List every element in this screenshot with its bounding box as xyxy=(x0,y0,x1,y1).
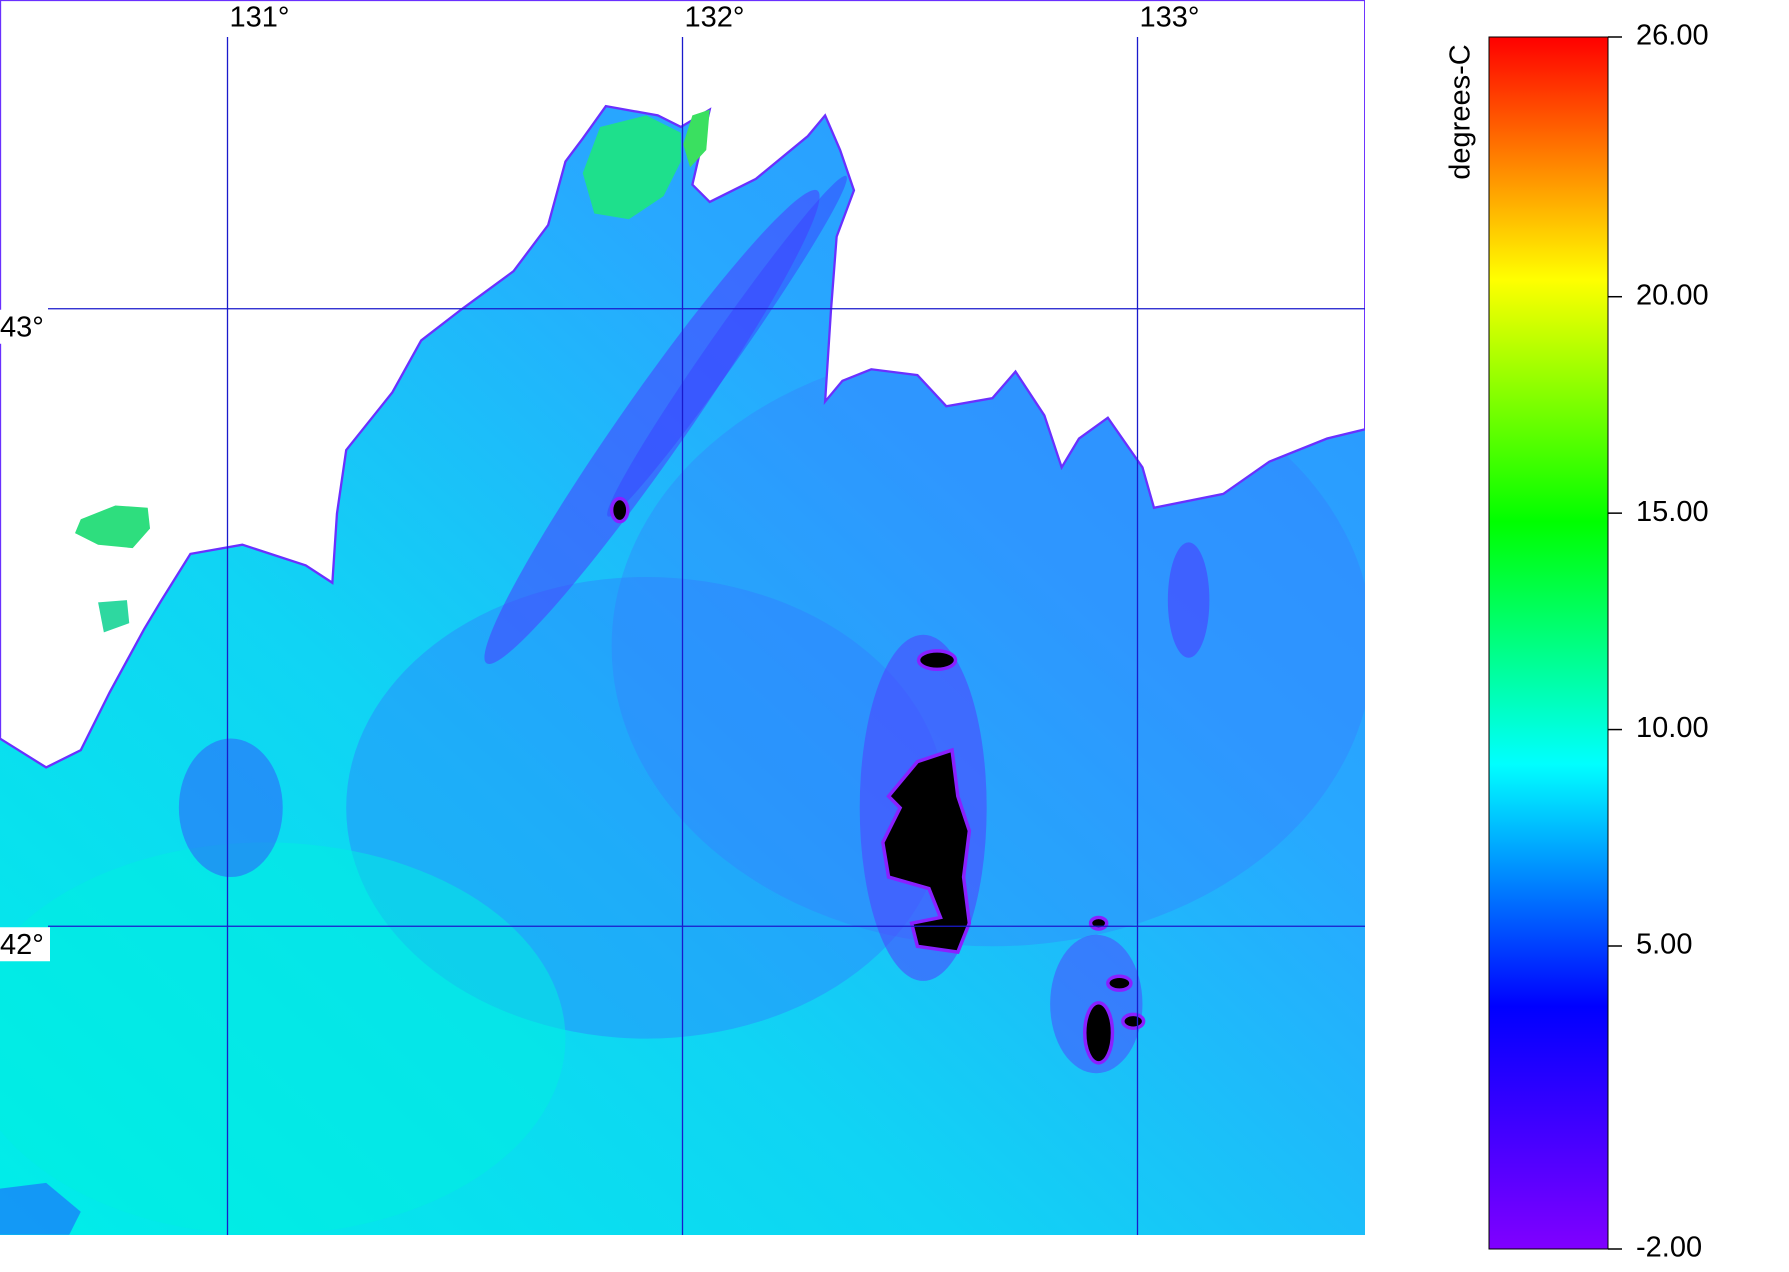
land xyxy=(0,0,1365,769)
graticule: 131° 132° 133° 43° 42° xyxy=(0,2,1365,1235)
lat-label-bg xyxy=(0,309,50,344)
colorbar-tick-label: 26.00 xyxy=(1636,20,1709,52)
colorbar-ramp xyxy=(1488,36,1609,1250)
lon-label: 133° xyxy=(1140,2,1200,34)
colorbar-tick-label: 15.00 xyxy=(1636,496,1709,528)
lon-label: 132° xyxy=(685,2,745,34)
colorbar-tick-label: 5.00 xyxy=(1636,929,1692,961)
bay xyxy=(98,600,130,633)
colorbar-tick-label: 20.00 xyxy=(1636,279,1709,311)
lon-label: 131° xyxy=(230,2,290,34)
map-features xyxy=(0,0,1365,1235)
bay xyxy=(582,115,681,220)
lat-label: 42° xyxy=(0,929,44,961)
colorbar: degrees-C 26.00 20.00 15.00 10.00 5.00 -2.00 xyxy=(1445,20,1709,1264)
lat-label: 43° xyxy=(0,311,44,343)
colorbar-tick-label: 10.00 xyxy=(1636,712,1709,744)
shelf xyxy=(0,1182,81,1235)
bay xyxy=(75,505,151,549)
lat-label-bg xyxy=(0,927,50,962)
colorbar-tick-label: -2.00 xyxy=(1636,1232,1702,1264)
bay xyxy=(683,109,710,168)
sea-surface-map xyxy=(0,0,1365,1235)
colorbar-label: degrees-C xyxy=(1445,44,1477,179)
